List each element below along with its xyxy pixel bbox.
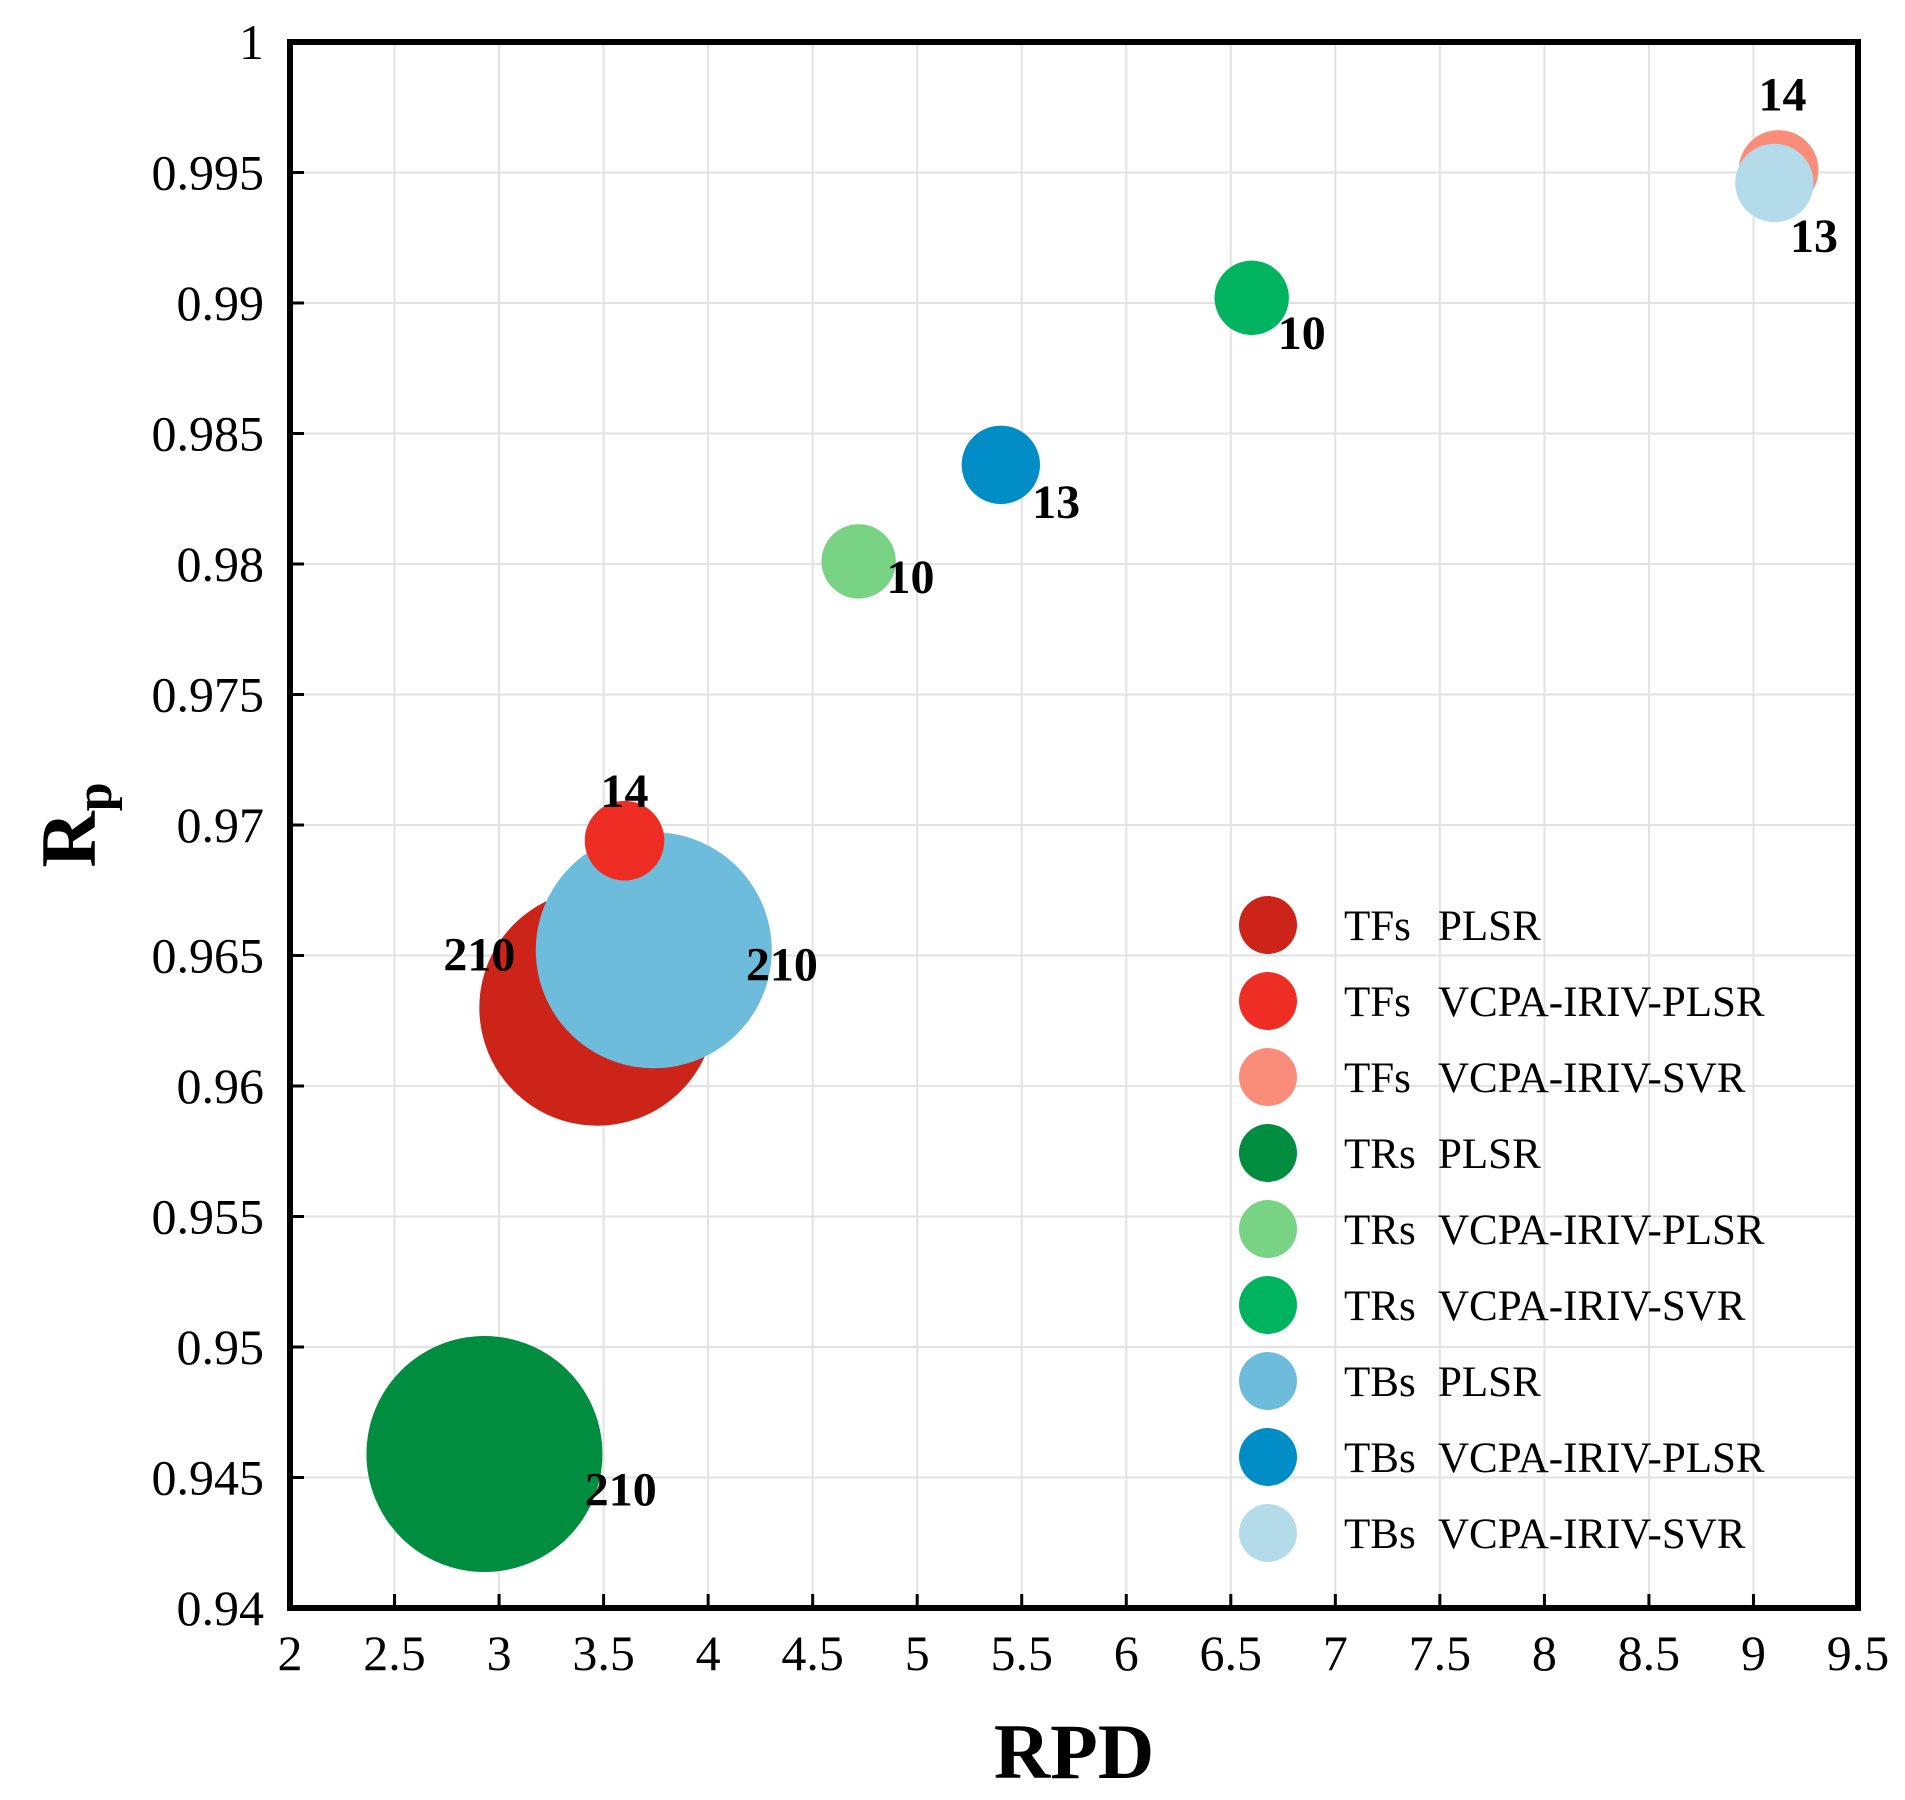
x-tick-label: 9 <box>1741 1625 1766 1681</box>
y-axis-title: Rp <box>25 782 123 867</box>
bubble-size-label: 10 <box>1278 307 1326 360</box>
legend-model: VCPA-IRIV-SVR <box>1438 1511 1746 1558</box>
y-tick-label: 0.995 <box>152 145 265 201</box>
legend-model: VCPA-IRIV-PLSR <box>1438 979 1765 1026</box>
y-tick-label: 1 <box>239 14 264 70</box>
x-tick-label: 7.5 <box>1409 1625 1472 1681</box>
x-tick-label: 2.5 <box>363 1625 426 1681</box>
y-tick-label: 0.97 <box>177 797 265 853</box>
legend-swatch <box>1239 1048 1297 1106</box>
bubble-labels: 210 14 14 210 10 10 210 13 13 <box>443 68 1838 1516</box>
y-tick-label: 0.96 <box>177 1058 265 1114</box>
bubble-trs-vcpa-iriv-svr <box>1214 260 1289 335</box>
x-tick-label: 5 <box>905 1625 930 1681</box>
legend-swatch <box>1239 1124 1297 1182</box>
y-tick-label: 0.94 <box>177 1580 265 1636</box>
bubble-tbs-vcpa-iriv-svr <box>1735 143 1814 223</box>
bubble-tbs-plsr <box>535 832 772 1069</box>
legend-model: VCPA-IRIV-SVR <box>1438 1055 1746 1102</box>
x-axis-title: RPD <box>994 1708 1154 1795</box>
bubble-tbs-vcpa-iriv-plsr <box>961 425 1040 504</box>
legend-group: TFs <box>1344 1055 1411 1102</box>
legend-group: TFs <box>1344 979 1411 1026</box>
grid <box>290 42 1858 1608</box>
legend-group: TBs <box>1344 1435 1416 1482</box>
x-tick-label: 8 <box>1532 1625 1557 1681</box>
legend-swatch <box>1239 1428 1297 1486</box>
x-tick-label: 4.5 <box>781 1625 844 1681</box>
legend-group: TRs <box>1344 1283 1416 1330</box>
legend-model: PLSR <box>1438 903 1541 950</box>
x-tick-label: 5.5 <box>990 1625 1053 1681</box>
y-tick-label: 0.98 <box>177 536 265 592</box>
legend-model: VCPA-IRIV-PLSR <box>1438 1207 1765 1254</box>
bubble-size-label: 210 <box>585 1463 657 1516</box>
bubble-size-label: 14 <box>1759 68 1807 121</box>
legend-model: PLSR <box>1438 1359 1541 1406</box>
y-tick-label: 0.965 <box>152 928 265 984</box>
bubble-tfs-vcpa-iriv-plsr <box>584 800 665 881</box>
bubble-size-label: 10 <box>887 551 935 604</box>
y-tick-label: 0.955 <box>152 1189 265 1245</box>
legend-group: TFs <box>1344 903 1411 950</box>
x-tick-label: 3.5 <box>572 1625 635 1681</box>
legend-swatch <box>1239 1352 1297 1410</box>
legend-swatch <box>1239 1200 1297 1258</box>
x-tick-label: 3 <box>487 1625 512 1681</box>
ticks: 2 2.5 3 3.5 4 4.5 5 5.5 6 6.5 7 7.5 8 8.5 9 9.5 0.94 0.94… <box>152 14 1890 1681</box>
x-tick-label: 4 <box>696 1625 721 1681</box>
legend-model: VCPA-IRIV-SVR <box>1438 1283 1746 1330</box>
legend-swatch <box>1239 896 1297 954</box>
legend-swatch <box>1239 1504 1297 1562</box>
bubbles <box>366 130 1819 1573</box>
x-tick-label: 9.5 <box>1827 1625 1890 1681</box>
y-tick-label: 0.95 <box>177 1319 265 1375</box>
legend: TFs PLSR TFs VCPA-IRIV-PLSR TFs VCPA-IRIV-SVR… <box>1239 896 1765 1562</box>
legend-group: TBs <box>1344 1511 1416 1558</box>
y-axis-title-main: R <box>25 810 112 868</box>
bubble-size-label: 210 <box>746 938 818 991</box>
y-tick-label: 0.945 <box>152 1450 265 1506</box>
y-tick-label: 0.985 <box>152 406 265 462</box>
bubble-size-label: 13 <box>1032 476 1080 529</box>
legend-group: TRs <box>1344 1131 1416 1178</box>
x-tick-label: 6 <box>1114 1625 1139 1681</box>
legend-swatch <box>1239 1276 1297 1334</box>
bubble-trs-plsr <box>366 1336 603 1573</box>
legend-group: TRs <box>1344 1207 1416 1254</box>
legend-swatch <box>1239 972 1297 1030</box>
y-tick-label: 0.99 <box>177 275 265 331</box>
x-tick-label: 6.5 <box>1200 1625 1263 1681</box>
legend-model: VCPA-IRIV-PLSR <box>1438 1435 1765 1482</box>
legend-group: TBs <box>1344 1359 1416 1406</box>
y-axis-title-subscript: p <box>66 782 123 811</box>
bubble-trs-vcpa-iriv-plsr <box>821 524 896 599</box>
legend-model: PLSR <box>1438 1131 1541 1178</box>
x-tick-label: 7 <box>1323 1625 1348 1681</box>
bubble-size-label: 13 <box>1790 210 1838 263</box>
x-tick-label: 8.5 <box>1618 1625 1681 1681</box>
x-tick-label: 2 <box>278 1625 303 1681</box>
bubble-size-label: 14 <box>601 765 649 818</box>
y-tick-label: 0.975 <box>152 667 265 723</box>
bubble-size-label: 210 <box>443 929 515 982</box>
